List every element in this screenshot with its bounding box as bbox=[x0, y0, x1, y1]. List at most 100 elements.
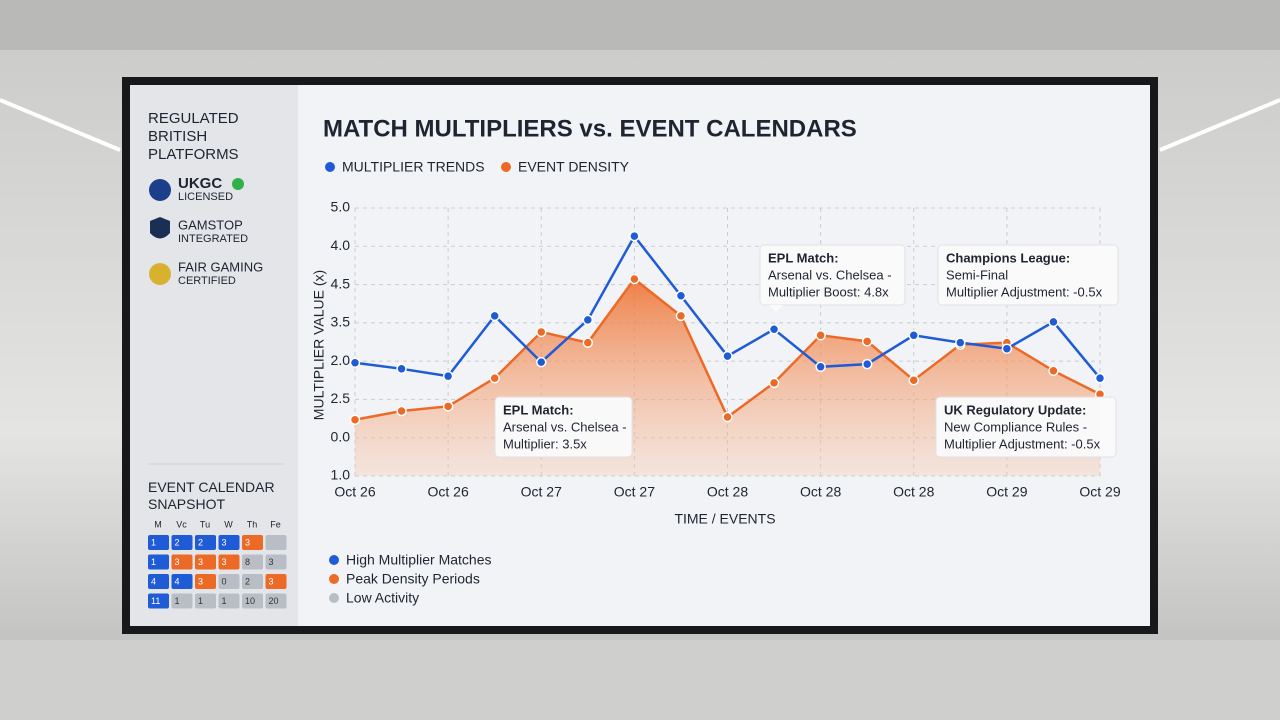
calendar-cell-text: 2 bbox=[175, 537, 180, 547]
point bbox=[1048, 316, 1059, 328]
calendar-day: Vc bbox=[176, 519, 187, 529]
point bbox=[349, 357, 361, 369]
calendar-cell-text: 3 bbox=[175, 557, 180, 567]
calendar-cell-text: 3 bbox=[198, 576, 203, 586]
calendar-cell bbox=[171, 535, 193, 550]
annotation-text: Arsenal vs. Chelsea - bbox=[503, 419, 627, 434]
calendar-cell bbox=[148, 554, 169, 570]
calendar-cell-text: 8 bbox=[245, 557, 250, 567]
legend-label: MULTIPLIER TRENDS bbox=[342, 159, 485, 175]
x-tick-label: Oct 28 bbox=[800, 484, 841, 500]
y-tick-label: 0.0 bbox=[331, 428, 351, 444]
legend-marker bbox=[325, 162, 335, 172]
calendar-cell-text: 0 bbox=[222, 576, 227, 586]
point bbox=[442, 401, 454, 412]
calendar-cell-text: 1 bbox=[151, 557, 156, 567]
calendar-cell bbox=[195, 535, 216, 550]
calendar-cell bbox=[265, 574, 287, 589]
calendar-cell-text: 2 bbox=[198, 537, 203, 547]
calendar-cell bbox=[242, 574, 263, 589]
x-tick-label: Oct 27 bbox=[614, 484, 655, 500]
calendar-cell-text: 3 bbox=[269, 557, 274, 567]
calendar-cell bbox=[265, 593, 287, 609]
point bbox=[768, 324, 780, 335]
calendar-cell-text: 3 bbox=[245, 537, 250, 547]
point bbox=[629, 273, 640, 285]
point bbox=[1048, 365, 1059, 377]
calendar-cell-text: 1 bbox=[198, 596, 203, 606]
badge-subtitle: CERTIFIED bbox=[178, 275, 236, 287]
annotation-pointer bbox=[769, 305, 783, 312]
calendar-cell-text: 1 bbox=[151, 537, 156, 547]
y-tick-label: 5.0 bbox=[331, 199, 351, 215]
point bbox=[908, 374, 919, 386]
point bbox=[1094, 372, 1106, 384]
annotation-box bbox=[937, 244, 1119, 306]
calendar-cell-text: 2 bbox=[245, 576, 250, 586]
point bbox=[629, 230, 640, 242]
status-legend-marker bbox=[329, 574, 339, 584]
calendar-cell bbox=[265, 535, 287, 550]
calendar-cell-text: 20 bbox=[269, 596, 279, 606]
y-tick-label: 4.5 bbox=[331, 275, 351, 291]
point bbox=[722, 411, 733, 423]
calendar-cell bbox=[195, 593, 216, 609]
calendar-day: M bbox=[154, 519, 162, 529]
point bbox=[768, 377, 780, 389]
badge-title: GAMSTOP bbox=[178, 217, 243, 232]
annotation-text: Multiplier Boost: 4.8x bbox=[768, 284, 889, 299]
annotation-text: Multiplier Adjustment: -0.5x bbox=[944, 436, 1101, 451]
check-icon bbox=[232, 178, 244, 190]
calendar-cell bbox=[195, 554, 216, 570]
x-axis-title: TIME / EVENTS bbox=[674, 511, 775, 527]
annotation-text: New Compliance Rules - bbox=[944, 419, 1087, 434]
calendar-cell bbox=[148, 574, 169, 589]
badge-title: UKGC bbox=[178, 175, 222, 192]
light-strip bbox=[0, 98, 121, 152]
calendar-day: Th bbox=[247, 519, 258, 529]
ukgc-icon bbox=[149, 179, 171, 201]
calendar-cell bbox=[218, 574, 240, 589]
gamstop-icon bbox=[150, 217, 170, 239]
status-legend-label: Low Activity bbox=[346, 590, 419, 606]
calendar-cell bbox=[148, 535, 169, 550]
y-tick-label: 1.0 bbox=[331, 467, 351, 483]
point bbox=[489, 372, 500, 384]
calendar-cell bbox=[148, 593, 169, 609]
point bbox=[536, 356, 547, 368]
fair-gaming-icon bbox=[149, 263, 171, 285]
badge-subtitle: LICENSED bbox=[178, 191, 233, 203]
annotation-text: EPL Match: bbox=[768, 250, 839, 265]
point bbox=[908, 330, 919, 341]
calendar-cell bbox=[218, 535, 240, 550]
calendar-cell bbox=[171, 554, 193, 570]
sidebar-heading: REGULATED BRITISH PLATFORMS bbox=[148, 110, 239, 163]
calendar-cell bbox=[195, 574, 216, 589]
annotation-text: Semi-Final bbox=[946, 267, 1008, 282]
point bbox=[489, 310, 500, 322]
point bbox=[396, 363, 407, 375]
point bbox=[1001, 343, 1013, 354]
status-legend-marker bbox=[329, 555, 339, 565]
calendar-cell-text: 3 bbox=[269, 576, 274, 586]
point bbox=[675, 310, 687, 322]
calendar-day: Fe bbox=[270, 519, 281, 529]
annotation-text: EPL Match: bbox=[503, 402, 574, 417]
annotation-text: UK Regulatory Update: bbox=[944, 402, 1086, 417]
point bbox=[861, 336, 873, 347]
x-tick-label: Oct 29 bbox=[1079, 484, 1120, 500]
calendar-cell-text: 3 bbox=[222, 557, 227, 567]
annotation-text: Champions League: bbox=[946, 250, 1070, 265]
calendar-cell bbox=[218, 593, 240, 609]
calendar-cell bbox=[242, 554, 263, 570]
calendar-cell bbox=[171, 574, 193, 589]
floor bbox=[0, 640, 1280, 720]
status-legend-label: High Multiplier Matches bbox=[346, 552, 492, 568]
y-tick-label: 2.5 bbox=[331, 390, 351, 406]
point bbox=[442, 370, 454, 382]
calendar-cell-text: 10 bbox=[245, 596, 255, 606]
calendar-cell bbox=[242, 593, 263, 609]
y-tick-label: 3.5 bbox=[331, 314, 351, 330]
